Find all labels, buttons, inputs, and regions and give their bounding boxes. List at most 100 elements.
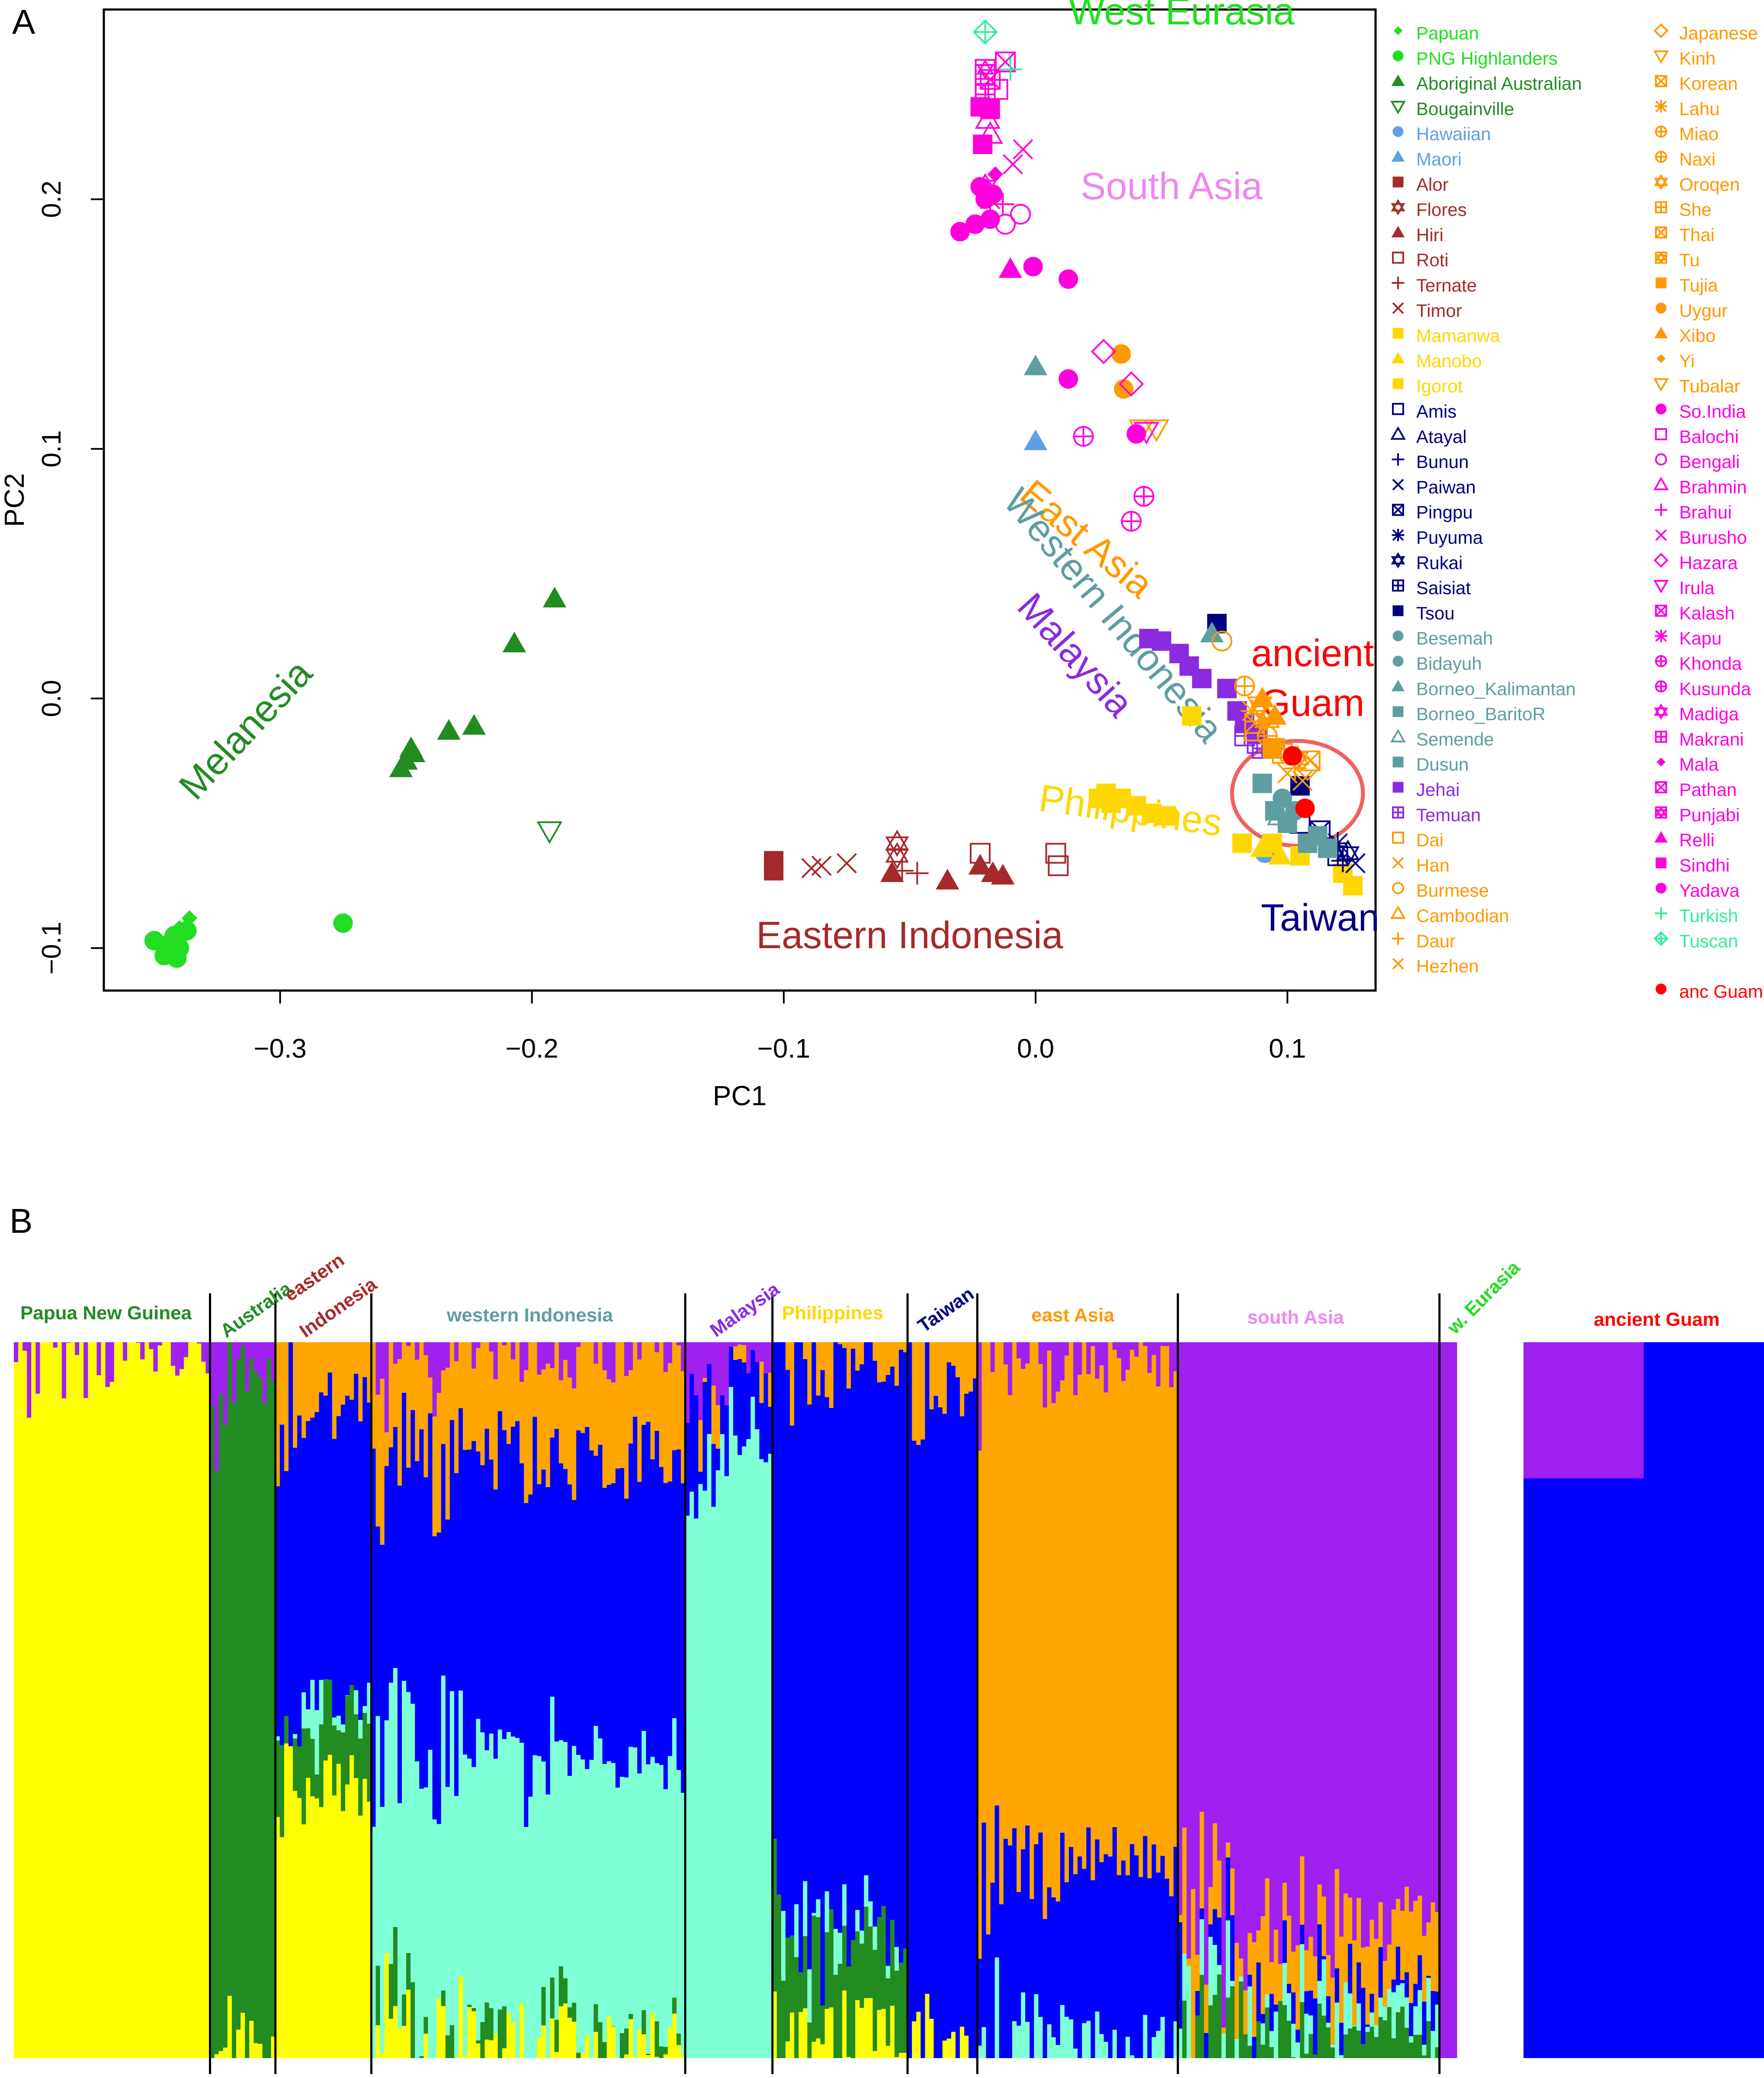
admixture-segment (990, 1882, 995, 2058)
admixture-segment (537, 1375, 542, 1485)
admixture-segment (1208, 1937, 1213, 2005)
admixture-segment (1200, 1919, 1205, 1975)
admixture-segment (83, 1342, 88, 1398)
admixture-segment (266, 1358, 272, 2058)
admixture-segment (22, 1342, 27, 1351)
scatter-point (437, 719, 461, 740)
admixture-segment (1156, 1872, 1161, 2031)
admixture-segment (411, 1703, 415, 1982)
x-tick-label: −0.2 (505, 1034, 558, 1064)
admixture-segment (1400, 2006, 1405, 2058)
admixture-segment (1208, 1887, 1213, 1924)
group-label: Papua New Guinea (20, 1302, 192, 1324)
legend-item: Irula (1653, 578, 1715, 598)
legend-symbol (1391, 680, 1405, 692)
admixture-segment (1405, 1342, 1409, 1887)
admixture-segment (1030, 1342, 1034, 1899)
legend-label: Borneo_BaritoR (1416, 704, 1546, 724)
admixture-segment (397, 1359, 402, 1486)
admixture-segment (624, 1376, 629, 1499)
admixture-segment (79, 1342, 84, 2058)
admixture-segment (18, 1342, 23, 2058)
admixture-segment (842, 1925, 847, 1991)
scatter-point (1343, 876, 1363, 896)
legend-label: Tujia (1679, 275, 1718, 295)
scatter-point (1268, 843, 1292, 865)
admixture-segment (720, 1395, 725, 1434)
admixture-segment (824, 1342, 830, 1397)
admixture-segment (611, 1342, 616, 1382)
admixture-segment (763, 1462, 769, 2058)
admixture-segment (881, 1906, 886, 2009)
admixture-segment (314, 1710, 320, 1775)
admixture-segment (885, 1375, 891, 1966)
admixture-segment (375, 2025, 381, 2058)
x-axis-label: PC1 (713, 1080, 767, 1111)
admixture-segment (654, 1763, 660, 2021)
legend-symbol (1392, 453, 1405, 466)
admixture-segment (667, 1756, 673, 2028)
admixture-segment (637, 1773, 642, 2030)
admixture-segment (1273, 2004, 1279, 2012)
admixture-segment (641, 1731, 646, 2011)
admixture-segment (1177, 2028, 1183, 2058)
admixture-segment (436, 1393, 442, 1533)
scatter-point (1003, 154, 1023, 175)
legend-label: Mala (1679, 754, 1719, 775)
admixture-segment (641, 2034, 646, 2058)
admixture-segment (1069, 2019, 1074, 2058)
admixture-segment (807, 2022, 812, 2058)
admixture-segment (245, 1342, 250, 1392)
legend-label: Balochi (1679, 427, 1739, 447)
admixture-segment (554, 1741, 559, 2020)
admixture-segment (890, 2005, 895, 2058)
admixture-segment (663, 1342, 668, 1372)
scatter-point (1326, 832, 1350, 855)
admixture-segment (1239, 1976, 1244, 1982)
admixture-segment (288, 1746, 293, 2058)
admixture-segment (27, 1342, 32, 1418)
admixture-segment (1409, 2043, 1414, 2058)
admixture-segment (471, 1369, 476, 1441)
scatter-point (981, 861, 1005, 882)
admixture-segment (1034, 1844, 1039, 1995)
admixture-segment (1112, 1827, 1117, 2030)
admixture-segment (406, 1989, 411, 2058)
admixture-segment (1309, 2015, 1314, 2034)
admixture-segment (336, 1716, 341, 1731)
legend-label: Madiga (1679, 704, 1739, 724)
admixture-segment (789, 1935, 795, 2013)
admixture-segment (1021, 1992, 1026, 2058)
admixture-segment (611, 1763, 616, 2026)
admixture-segment (122, 1360, 128, 2058)
admixture-segment (885, 1966, 891, 1979)
admixture-segment (602, 1488, 607, 1764)
admixture-segment (847, 1966, 851, 2057)
legend-label: Korean (1679, 74, 1738, 94)
admixture-segment (319, 1680, 324, 1725)
admixture-segment (1282, 1882, 1287, 1921)
legend-item: Atayal (1390, 426, 1467, 447)
admixture-segment (558, 1740, 564, 1966)
legend-symbol (1655, 100, 1668, 113)
admixture-segment (1038, 1832, 1043, 2017)
admixture-segment (362, 1779, 367, 2058)
admixture-segment (724, 1405, 729, 1476)
scatter-point (1265, 801, 1285, 821)
legend-symbol (1654, 831, 1668, 843)
admixture-segment (1143, 1342, 1148, 1346)
legend-symbol (1392, 176, 1404, 188)
admixture-segment (558, 1463, 564, 1741)
admixture-segment (929, 2019, 934, 2058)
y-tick-label: 0.1 (37, 430, 67, 468)
admixture-segment (1374, 1342, 1379, 1939)
admixture-segment (428, 1377, 433, 1414)
admixture-segment (493, 2034, 498, 2058)
admixture-segment (467, 1758, 472, 2005)
admixture-segment (1099, 2034, 1104, 2058)
admixture-segment (654, 1342, 660, 1353)
admixture-segment (1365, 2027, 1370, 2032)
admixture-segment (467, 2004, 472, 2007)
legend-label: Besemah (1416, 628, 1493, 648)
admixture-segment (659, 1467, 664, 1765)
